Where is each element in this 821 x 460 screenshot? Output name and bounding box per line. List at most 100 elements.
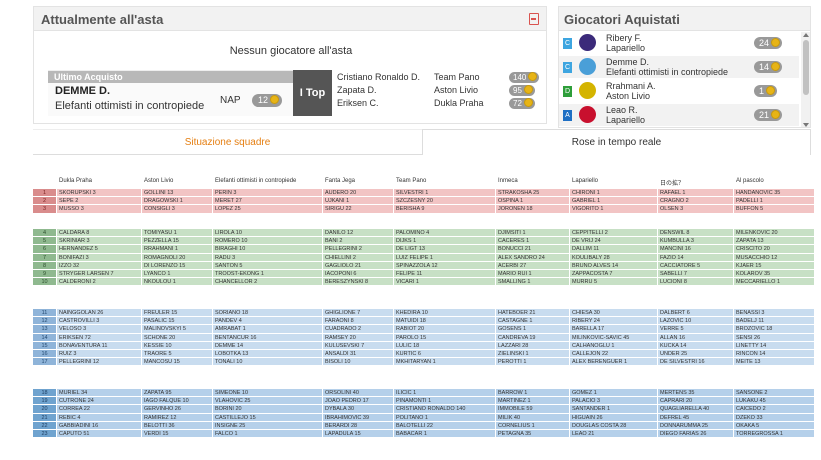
roster-cell: BONIFAZI 3 xyxy=(56,253,141,261)
roster-row: 4 CALDARA 8 TOMIYASU 1 LIROLA 10 DANILO 12 PA… xyxy=(33,229,814,238)
top-row: Cristiano Ronaldo D. Team Pano 140 xyxy=(337,72,547,84)
roster-cell: CRISCITO 20 xyxy=(733,245,814,253)
roster-cell: DE VRIJ 24 xyxy=(569,237,657,245)
roster-cell: AUDERO 20 xyxy=(322,189,393,197)
roster-cell: DEMME 14 xyxy=(212,341,322,349)
row-number: 17 xyxy=(33,358,56,366)
row-number: 18 xyxy=(33,389,56,397)
coin-icon xyxy=(523,98,533,107)
scroll-up-icon[interactable] xyxy=(803,33,809,37)
roster-cell: SZCZESNY 20 xyxy=(393,197,495,205)
roster-cell: CONSIGLI 3 xyxy=(141,205,212,213)
acquired-item[interactable]: C Ribery F. Lapariello 24 xyxy=(559,32,799,54)
roster-cell: BANI 2 xyxy=(322,237,393,245)
top-row: Eriksen C. Dukla Praha 72 xyxy=(337,98,547,110)
team-column-header: 日の拡？ xyxy=(660,181,685,187)
roster-cell: VICARI 1 xyxy=(393,278,495,286)
tab-rose-tempo-reale[interactable]: Rose in tempo reale xyxy=(422,129,811,155)
top-player-price: 140 xyxy=(513,73,527,82)
acquired-item[interactable]: C Demme D. Elefanti ottimisti in contropie… xyxy=(559,56,799,78)
roster-cell: LIROLA 10 xyxy=(212,229,322,237)
acquired-scrollbar[interactable] xyxy=(801,32,810,127)
roster-row: 14 ERIKSEN 72 SCHONE 20 BENTANCUR 16 RAMSEY … xyxy=(33,333,814,342)
roster-cell: KJAER 15 xyxy=(733,261,814,269)
roster-cell: VLAHOVIC 25 xyxy=(212,397,322,405)
roster-cell: MARIO RUI 1 xyxy=(495,269,569,278)
itop-button[interactable]: I Top xyxy=(293,70,332,116)
coin-icon xyxy=(771,62,781,71)
roster-cell: MERET 27 xyxy=(212,197,322,205)
roster-cell: VERRE 5 xyxy=(657,325,733,333)
roster-cell: CRAGNO 2 xyxy=(657,197,733,205)
top-list: Cristiano Ronaldo D. Team Pano 140 Zapat… xyxy=(337,72,547,111)
roster-cell: SABELLI 7 xyxy=(657,269,733,278)
roster-cell: TOMIYASU 1 xyxy=(141,229,212,237)
tab-situazione-squadre[interactable]: Situazione squadre xyxy=(33,129,422,155)
roster-cell: SIMEONE 10 xyxy=(212,389,322,397)
roster-cell: CAPRARI 20 xyxy=(657,397,733,405)
roster-row: 13 VELOSO 3 MALINOVSKYI 5 AMRABAT 1 CUADRADO… xyxy=(33,325,814,334)
top-player-team: Team Pano xyxy=(434,72,480,82)
roster-cell: MILIK 40 xyxy=(495,413,569,421)
roster-cell: POLITANO 1 xyxy=(393,413,495,421)
roster-cell: SILVESTRI 1 xyxy=(393,189,495,197)
auction-panel-header: Attualmente all'asta xyxy=(34,7,546,31)
roster-cell: ZAPATA 13 xyxy=(733,237,814,245)
roster-cell: MERTENS 35 xyxy=(657,389,733,397)
roster-cell: DRAGOWSKI 1 xyxy=(141,197,212,205)
roster-cell: ERIKSEN 72 xyxy=(56,333,141,341)
roster-cell: MURRU 5 xyxy=(569,278,657,286)
roster-cell: PEZZELLA 15 xyxy=(141,237,212,245)
roster-row: 21 REBIC 4 RAMIREZ 12 CASTILLEJO 15 IBRAHIMO… xyxy=(33,413,814,422)
row-number: 23 xyxy=(33,429,56,438)
roster-cell: MILINKOVIC-SAVIC 45 xyxy=(569,333,657,341)
acquired-item[interactable]: A Leao R. Lapariello 21 xyxy=(559,104,799,126)
roster-cell: ALEX BERENGUER 1 xyxy=(569,358,657,366)
roster-cell: GOSENS 1 xyxy=(495,325,569,333)
row-number: 21 xyxy=(33,413,56,421)
roster-cell: CEPPITELLI 2 xyxy=(569,229,657,237)
roster-row: 6 HERNANDEZ 5 RRAHMANI 1 BIRAGHI 10 PELLEGRI… xyxy=(33,245,814,254)
roster-cell: LINETTY 14 xyxy=(733,341,814,349)
scroll-down-icon[interactable] xyxy=(803,123,809,127)
roster-cell: BABACAR 1 xyxy=(393,429,495,438)
roster-cell: SPINAZZOLA 12 xyxy=(393,261,495,269)
scroll-thumb[interactable] xyxy=(803,40,809,95)
acquired-player-team: Lapariello xyxy=(606,115,646,125)
roster-cell: MALINOVSKYI 5 xyxy=(141,325,212,333)
roster-cell: DZEKO 33 xyxy=(733,413,814,421)
row-number: 22 xyxy=(33,421,56,429)
roster-cell: PALACIO 3 xyxy=(569,397,657,405)
coin-icon xyxy=(766,86,776,95)
pdf-icon[interactable] xyxy=(529,13,539,25)
role-badge: D xyxy=(563,86,572,97)
roster-cell: FALCO 1 xyxy=(212,429,322,438)
roster-cell: RABIOT 20 xyxy=(393,325,495,333)
team-column-header: Lapariello xyxy=(572,178,599,184)
roster-cell: LAPADULA 15 xyxy=(322,429,393,438)
roster-cell: KURTIC 6 xyxy=(393,349,495,358)
roster-cell: CASTROVILLI 3 xyxy=(56,317,141,325)
roster-row: 2 SEPE 2 DRAGOWSKI 1 MERET 27 UJKANI 1 SZCZES… xyxy=(33,197,814,206)
roster-cell: TONALI 10 xyxy=(212,358,322,366)
last-purchase-box: Ultimo Acquisto DEMME D. Elefanti ottimi… xyxy=(48,70,294,116)
roster-cell: HANDANOVIC 35 xyxy=(733,189,814,197)
roster-cell: FELIPE 11 xyxy=(393,269,495,278)
roster-cell: RINCON 14 xyxy=(733,349,814,358)
row-number: 7 xyxy=(33,253,56,261)
roster-cell: TRAORE 5 xyxy=(141,349,212,358)
grid-header: Dukla Praha Aston Livio Elefanti ottimisti… xyxy=(33,178,813,187)
acquired-price: 24 xyxy=(759,38,770,48)
group-difensori: 4 CALDARA 8 TOMIYASU 1 LIROLA 10 DANILO 12 PA… xyxy=(33,229,814,287)
roster-cell: FAZIO 14 xyxy=(657,253,733,261)
acquired-player: Leao R. Lapariello xyxy=(606,105,645,125)
roster-cell: IACOPONI 6 xyxy=(322,269,393,278)
roster-cell: CACERES 1 xyxy=(495,237,569,245)
roster-cell: TORREGROSSA 1 xyxy=(733,429,814,438)
roster-cell: IAGO FALQUE 10 xyxy=(141,397,212,405)
roster-cell: BENTANCUR 16 xyxy=(212,333,322,341)
coin-icon xyxy=(771,38,781,47)
roster-row: 22 GABBIADINI 16 BELOTTI 36 INSIGNE 25 BERAR… xyxy=(33,421,814,430)
role-badge: C xyxy=(563,38,572,49)
acquired-item[interactable]: D Rrahmani A. Aston Livio 1 xyxy=(559,80,799,102)
